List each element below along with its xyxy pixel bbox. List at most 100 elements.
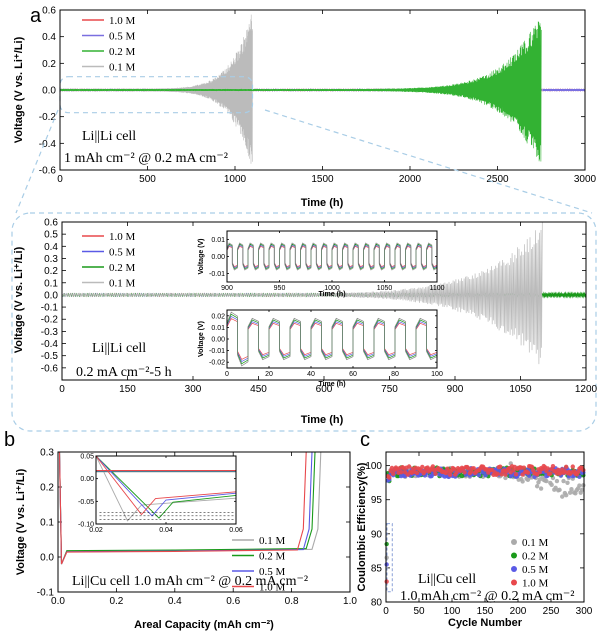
data-point-0.1m — [384, 555, 389, 560]
y-tick-label: 0.6 — [44, 218, 58, 229]
inset-line-0.5m — [95, 455, 237, 517]
x-tick-label: 100 — [431, 371, 443, 378]
data-point-1.0m — [556, 467, 561, 473]
inset-line — [226, 242, 438, 271]
data-point-0.1m — [563, 493, 569, 498]
inset-y-label: Voltage (V) — [198, 238, 205, 274]
data-point-0.1m — [569, 486, 574, 492]
y-tick-label: 0.2 — [44, 266, 58, 277]
x-tick-label: 2500 — [486, 174, 509, 185]
data-point-1.0m — [447, 472, 453, 478]
annotation-condition: Li||Cu cell 1.0 mAh cm⁻² @ 0.2 mA cm⁻² — [72, 574, 308, 589]
legend-label: 0.2 M — [109, 262, 136, 274]
plot-frame — [57, 451, 351, 593]
data-point-1.0m — [521, 465, 527, 470]
series-line-0.2m — [59, 21, 542, 162]
legend-label: 1.0 M — [522, 578, 549, 590]
data-point-1.0m — [468, 469, 474, 475]
y-tick-label: -0.01 — [209, 271, 225, 278]
plot-area — [96, 456, 236, 524]
x-tick-label: 750 — [381, 384, 398, 395]
data-point-1.0m — [563, 464, 569, 470]
annotation-cell: Li||Li cell — [82, 129, 136, 144]
y-tick-label: 0.3 — [40, 448, 54, 459]
x-tick-label: 50 — [413, 606, 425, 617]
inset-2: 0 20 40 60 80 100 0.02 0.01 0.00 -0.01 -0.02 Time (… — [198, 309, 443, 388]
legend-label: 0.2 M — [522, 551, 549, 563]
data-point-1.0m — [499, 472, 504, 477]
zoom-frame — [11, 212, 597, 432]
x-tick-label: 2000 — [399, 174, 422, 185]
y-tick-label: -0.4 — [39, 139, 57, 150]
x-axis-label: Cycle Number — [448, 617, 523, 629]
x-tick-label: 100 — [444, 606, 461, 617]
y-tick-label: -0.4 — [41, 339, 59, 350]
y-tick-label: -0.6 — [41, 363, 59, 374]
y-tick-label: 0.01 — [211, 237, 225, 244]
data-point-1.0m — [433, 471, 438, 476]
y-tick-label: -0.2 — [41, 315, 59, 326]
series-line-0.1m — [61, 222, 543, 365]
x-axis-label: Time (h) — [301, 197, 344, 209]
data-point-1.0m — [430, 464, 436, 469]
data-point-0.1m — [557, 487, 562, 493]
inset-1: 900 950 1000 1050 1100 0.01 0.00 -0.01 Time (h) V… — [198, 230, 445, 298]
x-tick-label: 150 — [119, 384, 136, 395]
data-point-0.1m — [561, 478, 566, 484]
y-tick-label: -0.05 — [78, 499, 94, 506]
y-tick-label: 0.00 — [80, 476, 94, 483]
annotation-cell: Li||Li cell — [92, 341, 146, 356]
x-tick-label: 1000 — [224, 174, 247, 185]
data-point-0.1m — [534, 484, 540, 489]
y-axis-label: Voltage (V vs. Li⁺/Li) — [13, 246, 25, 353]
data-point-1.0m — [497, 464, 503, 469]
annotation-condition: 1 mAh cm⁻² @ 0.2 mA cm⁻² — [64, 151, 228, 166]
y-tick-label: -0.2 — [39, 112, 57, 123]
data-point-1.0m — [550, 463, 556, 469]
x-tick-label: 0.02 — [89, 527, 103, 534]
inset-x-label: Time (h) — [318, 381, 345, 388]
data-point-1.0m — [525, 470, 531, 475]
panel-label-c: c — [360, 429, 370, 451]
data-point-1.0m — [503, 472, 508, 477]
y-tick-label: 0.3 — [44, 254, 58, 265]
y-tick-label: -0.1 — [41, 303, 59, 314]
x-tick-label: 900 — [221, 285, 233, 292]
series-line-1.0m — [58, 451, 307, 565]
data-point-1.0m — [545, 466, 550, 471]
y-tick-label: 90 — [371, 529, 383, 540]
x-tick-label: 0 — [383, 606, 389, 617]
x-tick-label: 950 — [274, 285, 286, 292]
x-tick-label: 0 — [225, 371, 229, 378]
y-tick-label: 0.00 — [211, 254, 225, 261]
plot-frame — [95, 455, 237, 525]
panel-label-a: a — [30, 5, 42, 27]
y-tick-label: 95 — [371, 495, 383, 506]
annotation-condition: 0.2 mA cm⁻²-5 h — [76, 365, 172, 380]
x-tick-label: 150 — [477, 606, 494, 617]
y-tick-label: -0.01 — [209, 348, 225, 355]
data-point-1.0m — [575, 469, 581, 475]
legend-label: 0.5 M — [109, 247, 136, 259]
y-tick-label: 0.2 — [42, 59, 56, 70]
y-tick-label: 0.05 — [80, 454, 94, 461]
x-tick-label: 450 — [250, 384, 267, 395]
inset-line-1.0m — [95, 455, 237, 516]
y-tick-label: 0.5 — [44, 230, 58, 241]
y-tick-label: 0.1 — [40, 518, 54, 529]
series-line-0.2m-tail — [541, 291, 587, 299]
x-tick-label: 1000 — [324, 285, 340, 292]
legend-marker-0.1m — [511, 539, 517, 545]
legend-label: 0.1 M — [522, 537, 549, 549]
y-tick-label: -0.6 — [39, 166, 57, 177]
data-point-0.1m — [581, 483, 586, 488]
x-tick-label: 250 — [543, 606, 560, 617]
data-point-0.1m — [560, 494, 565, 499]
data-point-1.0m — [581, 467, 586, 473]
data-point-0.1m — [549, 482, 554, 488]
x-tick-label: 0 — [59, 384, 65, 395]
y-tick-label: 0.4 — [44, 242, 58, 253]
panel-label-b: b — [4, 429, 15, 451]
legend-label: 0.1 M — [259, 535, 286, 547]
data-point-1.0m — [548, 471, 553, 476]
